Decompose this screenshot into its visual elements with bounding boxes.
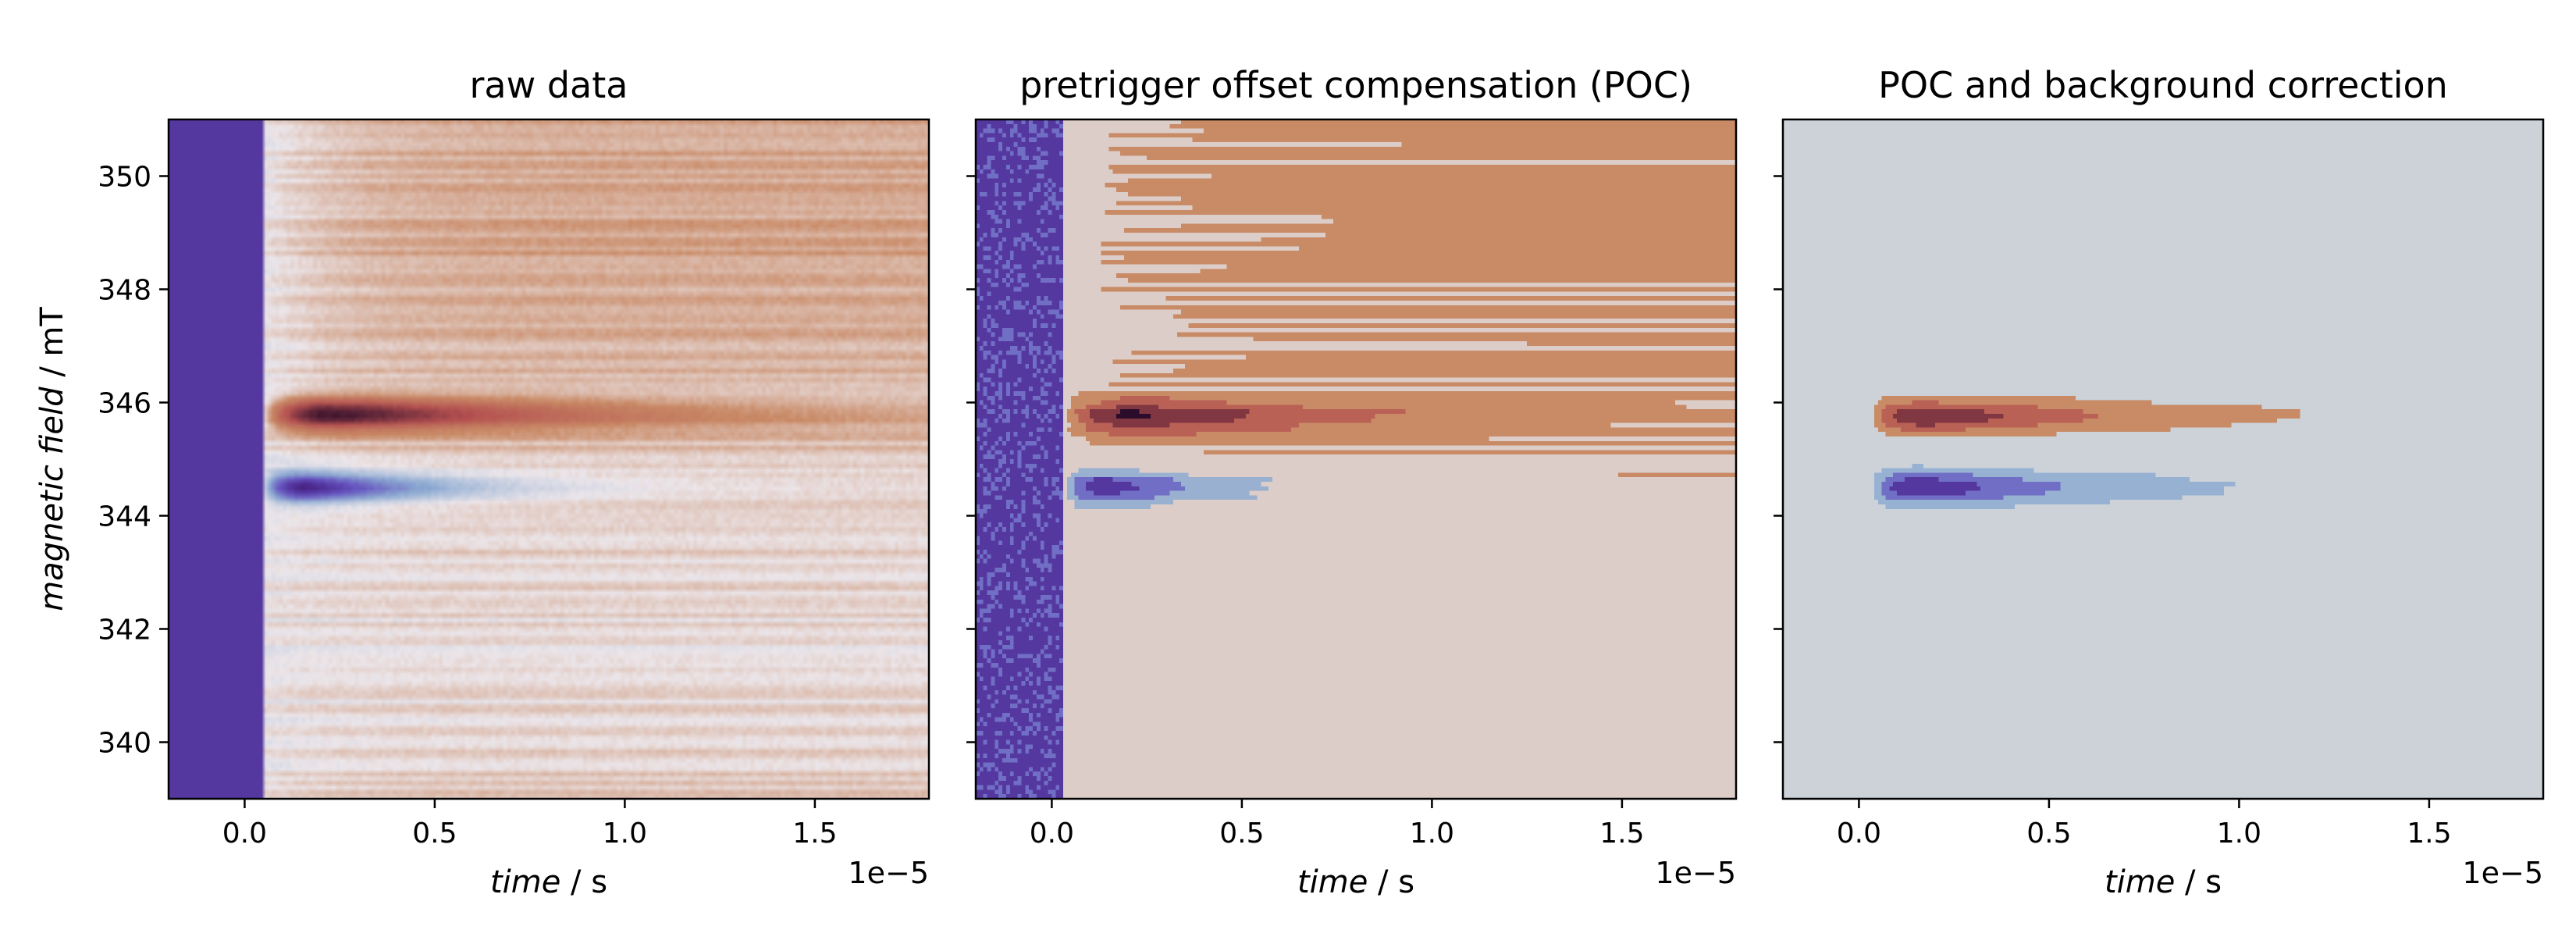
x-axis-label: time / s — [1297, 864, 1414, 900]
x-offset-label: 1e−5 — [1655, 856, 1736, 890]
y-tick-label: 348 — [98, 275, 151, 307]
y-tick-label: 344 — [98, 501, 151, 533]
x-offset-label: 1e−5 — [2462, 856, 2543, 890]
y-tick-label: 346 — [98, 388, 151, 420]
plot-frame — [167, 118, 930, 800]
plot-frame — [974, 118, 1738, 800]
x-tick-label: 0.0 — [1837, 818, 1881, 850]
x-tick-label: 1.5 — [792, 818, 837, 850]
x-axis-label: time / s — [490, 864, 607, 900]
heatmap-image — [976, 119, 1736, 799]
panel-3: POC and background correction 0.0 0.5 1.0 1.… — [1774, 64, 2545, 900]
x-tick-label: 0.0 — [1030, 818, 1074, 850]
x-tick-label: 0.0 — [222, 818, 267, 850]
x-axis-label: time / s — [2105, 864, 2222, 900]
heatmap-image — [169, 119, 929, 799]
panel-title: POC and background correction — [1878, 64, 2448, 106]
y-tick-label: 340 — [98, 728, 151, 760]
y-axis-label: magnetic field / mT — [34, 307, 70, 611]
x-tick-label: 1.0 — [1410, 818, 1454, 850]
heatmap-image — [1783, 119, 2543, 799]
x-tick-label: 0.5 — [2026, 818, 2071, 850]
x-tick-label: 1.0 — [2217, 818, 2261, 850]
x-tick-label: 1.5 — [2407, 818, 2451, 850]
panel-title: pretrigger offset compensation (POC) — [1019, 64, 1692, 106]
x-tick-label: 1.5 — [1599, 818, 1644, 850]
panel-2: pretrigger offset compensation (POC) 0.0 0… — [966, 64, 1738, 900]
y-tick-label: 342 — [98, 615, 151, 647]
plot-frame — [1781, 118, 2545, 800]
x-tick-label: 0.5 — [412, 818, 457, 850]
panel-title: raw data — [470, 64, 628, 106]
x-tick-label: 1.0 — [603, 818, 647, 850]
x-tick-label: 0.5 — [1219, 818, 1264, 850]
panel-1: raw data 0.0 0.5 1.0 1.5 time / s 1e−5 340 342 34… — [34, 64, 930, 900]
y-tick-label: 350 — [98, 162, 151, 194]
x-offset-label: 1e−5 — [848, 856, 929, 890]
